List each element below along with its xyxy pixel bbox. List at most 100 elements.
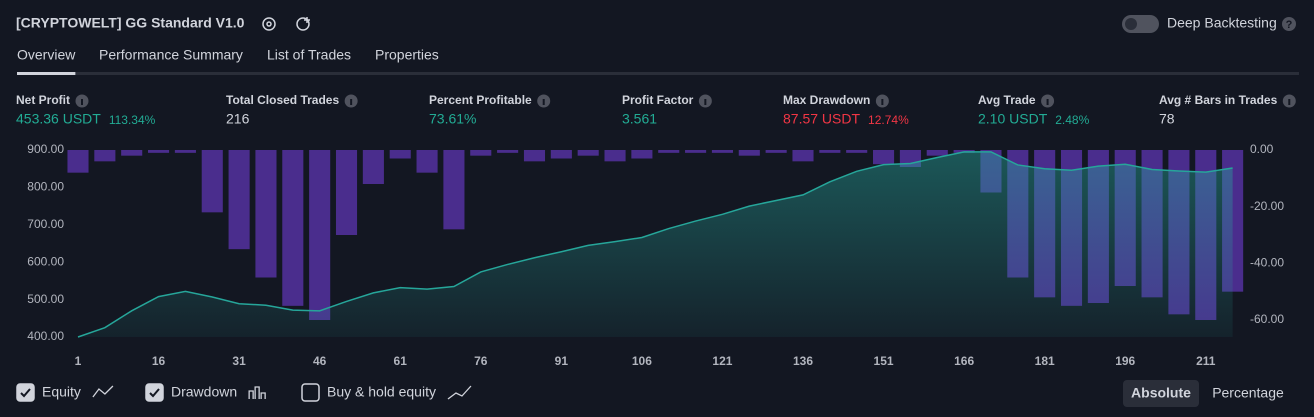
- tabs: Overview Performance Summary List of Trade…: [17, 47, 439, 75]
- drawdown-bar: [497, 150, 519, 153]
- drawdown-bar: [792, 150, 814, 162]
- y2-tick-label: -40.00: [1250, 256, 1284, 270]
- active-tab-underline: [17, 72, 76, 75]
- series-toggle-label: Buy & hold equity: [327, 384, 436, 400]
- deep-backtesting-label: Deep Backtesting: [1167, 15, 1277, 31]
- drawdown-bar: [577, 150, 599, 156]
- info-glyph: [1288, 99, 1291, 105]
- checkmark: [149, 388, 160, 398]
- tab[interactable]: Properties: [375, 47, 439, 63]
- checkbox[interactable]: [16, 383, 35, 402]
- drawdown-bar: [631, 150, 653, 159]
- drawdown-bar: [658, 150, 680, 153]
- switch-knob: [1125, 18, 1137, 30]
- checkbox[interactable]: [145, 383, 164, 402]
- series-icon: [92, 385, 114, 398]
- metric-label: Profit Factor: [622, 93, 694, 107]
- footer: Equity Drawdown Buy & hold equity Absolute P…: [16, 380, 1284, 407]
- metric-value: 78: [1159, 111, 1175, 127]
- drawdown-bar: [604, 150, 626, 162]
- checkmark: [20, 388, 31, 398]
- metric-value: 453.36 USDT: [16, 111, 101, 127]
- checkbox[interactable]: [301, 383, 320, 402]
- drawdown-bar: [685, 150, 707, 153]
- info-glyph: [1046, 99, 1049, 105]
- x-tick-label: 166: [954, 354, 974, 368]
- metric-label: Total Closed Trades: [226, 93, 339, 107]
- drawdown-bar: [94, 150, 116, 162]
- info-glyph: [542, 99, 545, 105]
- drawdown-bar: [846, 150, 868, 153]
- tab[interactable]: List of Trades: [267, 47, 351, 63]
- drawdown-bar: [362, 150, 384, 184]
- chart: 400.00 500.00 600.00 700.00 800.00 900.00 0.00…: [27, 142, 1284, 368]
- info-glyph: [81, 99, 83, 105]
- series-toggle-label: Equity: [42, 384, 81, 400]
- view-button[interactable]: Percentage: [1212, 385, 1284, 401]
- drawdown-bar: [148, 150, 170, 153]
- x-tick-label: 31: [232, 354, 246, 368]
- info-glyph: [350, 99, 353, 105]
- drawdown-bar: [389, 150, 411, 159]
- y-tick-label: 400.00: [27, 329, 64, 343]
- y-tick-label: 700.00: [27, 217, 64, 231]
- metric-value: 2.10 USDT: [978, 111, 1048, 127]
- x-tick-label: 196: [1115, 354, 1135, 368]
- x-tick-label: 91: [555, 354, 569, 368]
- button-bg: [1123, 380, 1199, 407]
- metric-value: 3.561: [622, 111, 657, 127]
- metric-sub: 12.74%: [868, 113, 909, 127]
- x-tick-label: 106: [632, 354, 652, 368]
- drawdown-bar: [523, 150, 546, 162]
- metric-value: 216: [226, 111, 250, 127]
- help-icon[interactable]: [1282, 17, 1296, 31]
- y2-tick-label: -60.00: [1250, 312, 1284, 326]
- strategy-title: [CRYPTOWELT] GG Standard V1.0: [16, 15, 245, 31]
- help-glyph: ?: [1286, 19, 1293, 31]
- tab-track: [17, 72, 1299, 75]
- tab[interactable]: Overview: [17, 47, 76, 63]
- drawdown-bar: [711, 150, 733, 153]
- drawdown-bar: [201, 150, 223, 213]
- drawdown-bar: [309, 150, 331, 320]
- view-button[interactable]: Absolute: [1131, 385, 1191, 401]
- equity-line: [77, 151, 1233, 338]
- x-tick-label: 211: [1196, 354, 1216, 368]
- info-glyph: [881, 99, 884, 105]
- x-tick-label: 46: [313, 354, 327, 368]
- metric-label: Percent Profitable: [429, 93, 532, 107]
- alert-icon[interactable]: [296, 17, 310, 31]
- equity-area: [78, 151, 1233, 337]
- y2-tick-label: -20.00: [1250, 199, 1284, 213]
- series-toggle-label: Drawdown: [171, 384, 237, 400]
- info-glyph: [704, 99, 707, 105]
- y-tick-label: 900.00: [27, 142, 64, 156]
- drawdown-bar: [926, 150, 948, 156]
- x-tick-label: 61: [394, 354, 408, 368]
- x-tick-label: 121: [712, 354, 732, 368]
- drawdown-bar: [765, 150, 787, 153]
- x-tick-label: 151: [874, 354, 894, 368]
- drawdown-bar: [443, 150, 465, 230]
- drawdown-bar: [67, 150, 89, 173]
- metric-value: 87.57 USDT: [783, 111, 860, 127]
- metric-sub: 113.34%: [109, 113, 156, 127]
- metric-label: Net Profit: [16, 93, 70, 107]
- drawdown-bar: [873, 150, 895, 165]
- drawdown-bar: [335, 150, 358, 235]
- metric-sub: 2.48%: [1055, 113, 1089, 127]
- drawdown-bar: [282, 150, 304, 306]
- y-tick-label: 600.00: [27, 254, 64, 268]
- x-tick-label: 136: [793, 354, 813, 368]
- metric-value: 73.61%: [429, 111, 476, 127]
- drawdown-bar: [174, 150, 196, 153]
- metric-label: Max Drawdown: [783, 93, 870, 107]
- tab[interactable]: Performance Summary: [99, 47, 243, 63]
- drawdown-bar: [550, 150, 572, 159]
- drawdown-bar: [228, 150, 250, 250]
- settings-icon[interactable]: [262, 17, 276, 31]
- drawdown-bar: [121, 150, 143, 156]
- drawdown-bar: [738, 150, 760, 156]
